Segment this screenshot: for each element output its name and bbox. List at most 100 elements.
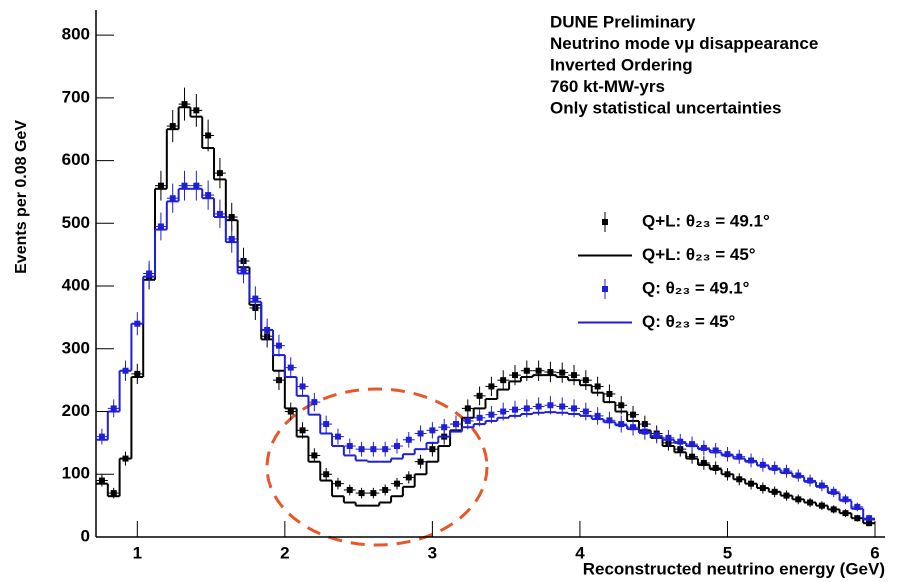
data-point — [205, 132, 212, 139]
data-point — [677, 438, 684, 445]
data-point — [417, 430, 424, 437]
data-point — [512, 406, 519, 413]
y-tick-label: 200 — [62, 401, 90, 420]
y-tick-label: 600 — [62, 150, 90, 169]
data-point — [712, 447, 719, 454]
data-point — [571, 372, 578, 379]
data-point — [382, 446, 389, 453]
data-point — [700, 444, 707, 451]
data-point — [736, 453, 743, 460]
data-point — [346, 443, 353, 450]
data-point — [393, 443, 400, 450]
data-point — [535, 403, 542, 410]
data-point — [216, 210, 223, 217]
data-point — [818, 482, 825, 489]
data-point — [500, 377, 507, 384]
data-point — [500, 408, 507, 415]
data-point — [594, 383, 601, 390]
data-point — [110, 405, 117, 412]
y-tick-label: 300 — [62, 338, 90, 357]
annotation-line: 760 kt-MW-yrs — [550, 77, 665, 96]
data-point — [689, 441, 696, 448]
data-point — [181, 101, 188, 108]
annotation-line: Neutrino mode νμ disappearance — [550, 34, 818, 53]
data-point — [382, 486, 389, 493]
data-point — [370, 446, 377, 453]
data-point — [795, 472, 802, 479]
data-point — [393, 480, 400, 487]
y-tick-label: 800 — [62, 25, 90, 44]
data-point — [464, 405, 471, 412]
x-tick-label: 1 — [133, 543, 142, 562]
data-point — [512, 372, 519, 379]
data-point — [653, 432, 660, 439]
data-point — [689, 453, 696, 460]
data-point — [618, 421, 625, 428]
data-point — [275, 342, 282, 349]
y-axis-title: Events per 0.08 GeV — [13, 120, 30, 274]
data-point — [299, 427, 306, 434]
data-point — [193, 107, 200, 114]
data-point — [181, 182, 188, 189]
data-point — [606, 390, 613, 397]
data-point — [464, 417, 471, 424]
data-point — [98, 433, 105, 440]
legend-label: Q+L: θ₂₃ = 49.1° — [642, 211, 770, 230]
data-point — [417, 458, 424, 465]
legend-label: Q: θ₂₃ = 49.1° — [642, 278, 750, 297]
y-tick-label: 400 — [62, 276, 90, 295]
data-point — [287, 408, 294, 415]
data-point — [842, 496, 849, 503]
data-point — [252, 295, 259, 302]
data-point — [98, 477, 105, 484]
data-point — [110, 490, 117, 497]
data-point — [311, 399, 318, 406]
legend-marker — [602, 286, 608, 292]
y-tick-label: 0 — [81, 526, 90, 545]
data-point — [535, 367, 542, 374]
data-point — [771, 464, 778, 471]
data-point — [405, 474, 412, 481]
data-point — [358, 490, 365, 497]
data-point — [547, 368, 554, 375]
data-point — [429, 446, 436, 453]
data-point — [618, 402, 625, 409]
data-point — [441, 424, 448, 431]
data-point — [488, 411, 495, 418]
y-tick-label: 100 — [62, 464, 90, 483]
data-point — [240, 267, 247, 274]
data-point — [216, 170, 223, 177]
data-point — [275, 377, 282, 384]
data-point — [523, 367, 530, 374]
x-axis-title: Reconstructed neutrino energy (GeV) — [583, 559, 885, 578]
legend-label: Q+L: θ₂₃ = 45° — [642, 245, 756, 264]
data-point — [429, 427, 436, 434]
data-point — [523, 405, 530, 412]
annotation-line: DUNE Preliminary — [550, 12, 696, 31]
data-point — [665, 434, 672, 441]
data-point — [559, 403, 566, 410]
data-point — [323, 421, 330, 428]
data-point — [476, 392, 483, 399]
legend-marker — [602, 219, 608, 225]
y-tick-label: 700 — [62, 87, 90, 106]
data-point — [630, 424, 637, 431]
x-tick-label: 5 — [723, 543, 732, 562]
data-point — [582, 377, 589, 384]
data-point — [488, 383, 495, 390]
data-point — [559, 369, 566, 376]
data-point — [228, 235, 235, 242]
data-point — [476, 414, 483, 421]
data-point — [606, 417, 613, 424]
data-point — [323, 471, 330, 478]
x-tick-label: 4 — [575, 543, 585, 562]
data-point — [571, 405, 578, 412]
data-point — [783, 468, 790, 475]
data-point — [700, 459, 707, 466]
data-point — [169, 195, 176, 202]
data-point — [866, 515, 873, 522]
data-point — [582, 408, 589, 415]
data-point — [157, 223, 164, 230]
legend-label: Q: θ₂₃ = 45° — [642, 312, 735, 331]
data-point — [228, 214, 235, 221]
